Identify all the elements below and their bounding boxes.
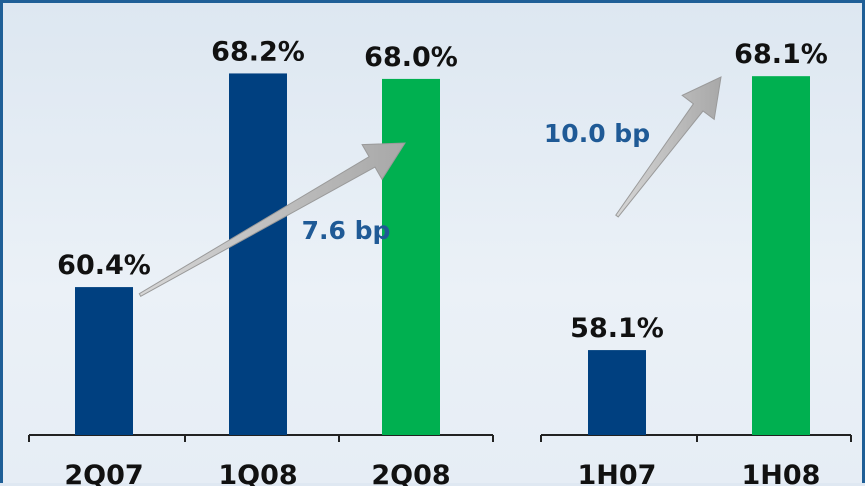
category-label-2q07: 2Q07 <box>64 460 143 486</box>
bars-layer <box>28 73 852 442</box>
value-label-1q08: 68.2% <box>211 36 305 67</box>
value-label-1h08: 68.1% <box>734 39 828 70</box>
arrows-layer <box>138 76 722 297</box>
trend-arrow-2 <box>615 76 722 218</box>
category-label-1h07: 1H07 <box>578 460 657 486</box>
bar-2q08 <box>382 78 440 436</box>
bar-1h07 <box>588 350 646 435</box>
category-label-2q08: 2Q08 <box>371 460 450 486</box>
value-label-2q08: 68.0% <box>364 42 458 73</box>
value-label-1h07: 58.1% <box>570 313 664 344</box>
chart-canvas: 60.4% 2Q07 68.2% 1Q08 68.0% 2Q08 7.6 bp 58.1% 1H… <box>28 36 852 486</box>
change-annotation-2: 10.0 bp <box>544 119 650 148</box>
trend-arrow-1 <box>138 142 406 297</box>
value-label-2q07: 60.4% <box>57 250 151 281</box>
change-annotation-1: 7.6 bp <box>302 216 391 245</box>
bar-1q08 <box>229 73 287 435</box>
labels-layer: 60.4% 2Q07 68.2% 1Q08 68.0% 2Q08 7.6 bp 58.1% 1H… <box>57 36 828 486</box>
bar-2q07 <box>75 287 133 435</box>
category-label-1h08: 1H08 <box>742 460 821 486</box>
category-label-1q08: 1Q08 <box>218 460 297 486</box>
bar-1h08 <box>752 76 810 435</box>
